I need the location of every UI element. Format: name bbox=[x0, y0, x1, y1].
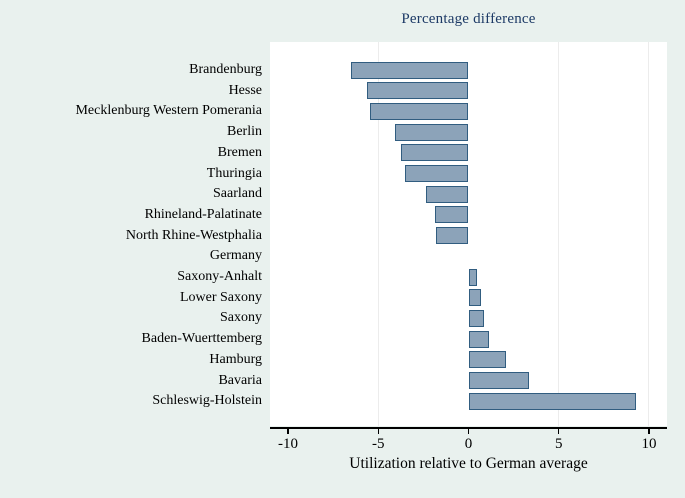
x-tick-label--5: -5 bbox=[372, 436, 385, 452]
category-label-hesse: Hesse bbox=[228, 82, 262, 98]
x-tick--10 bbox=[287, 427, 289, 434]
category-label-saxony-anhalt: Saxony-Anhalt bbox=[177, 269, 262, 284]
category-label-thuringia: Thuringia bbox=[206, 165, 262, 181]
category-label-mecklenburg-western-pomerania: Mecklenburg Western Pomerania bbox=[75, 103, 262, 119]
category-label-bavaria: Bavaria bbox=[218, 372, 262, 388]
bar-rhineland-palatinate bbox=[435, 206, 469, 224]
category-label-saxony: Saxony bbox=[220, 310, 262, 326]
x-axis-title: Utilization relative to German average bbox=[349, 455, 588, 472]
bar-mecklenburg-western-pomerania bbox=[370, 102, 469, 120]
gridline-x-5 bbox=[558, 42, 560, 426]
category-label-lower-saxony: Lower Saxony bbox=[179, 289, 262, 305]
plot-area bbox=[270, 42, 667, 426]
x-tick-label-0: 0 bbox=[464, 436, 473, 452]
gridline-x--5 bbox=[377, 42, 379, 426]
bar-bremen bbox=[400, 144, 469, 162]
x-tick-0 bbox=[467, 427, 470, 434]
category-label-north-rhine-westphalia: North Rhine-Westphalia bbox=[125, 227, 262, 243]
category-label-baden-wuerttemberg: Baden-Wuerttemberg bbox=[141, 331, 262, 347]
bar-saxony-anhalt bbox=[468, 268, 477, 286]
category-label-germany: Germany bbox=[209, 248, 262, 264]
x-tick-label-5: 5 bbox=[554, 436, 563, 452]
category-label-berlin: Berlin bbox=[227, 124, 262, 140]
bar-schleswig-holstein bbox=[468, 392, 637, 410]
x-tick-10 bbox=[648, 427, 650, 434]
category-label-saarland: Saarland bbox=[213, 186, 262, 202]
x-tick-label-10: 10 bbox=[641, 436, 657, 452]
bar-hesse bbox=[366, 82, 469, 100]
category-label-brandenburg: Brandenburg bbox=[189, 62, 262, 77]
bar-saarland bbox=[426, 185, 469, 203]
bar-hamburg bbox=[468, 351, 507, 369]
chart-title: Percentage difference bbox=[401, 11, 536, 27]
category-label-hamburg: Hamburg bbox=[209, 351, 262, 367]
bar-berlin bbox=[394, 123, 469, 141]
category-label-schleswig-holstein: Schleswig-Holstein bbox=[152, 393, 262, 409]
gridline-x-10 bbox=[648, 42, 650, 426]
bar-thuringia bbox=[405, 165, 469, 182]
x-tick-label--10: -10 bbox=[278, 436, 299, 452]
x-tick-5 bbox=[557, 427, 560, 434]
bar-saxony bbox=[468, 309, 484, 327]
bar-baden-wuerttemberg bbox=[468, 330, 490, 348]
category-label-bremen: Bremen bbox=[217, 144, 262, 160]
x-tick--5 bbox=[377, 427, 380, 434]
bar-lower-saxony bbox=[468, 289, 482, 307]
bar-bavaria bbox=[468, 372, 529, 389]
category-label-rhineland-palatinate: Rhineland-Palatinate bbox=[144, 206, 262, 222]
bar-north-rhine-westphalia bbox=[436, 227, 469, 245]
bar-brandenburg bbox=[351, 61, 469, 79]
